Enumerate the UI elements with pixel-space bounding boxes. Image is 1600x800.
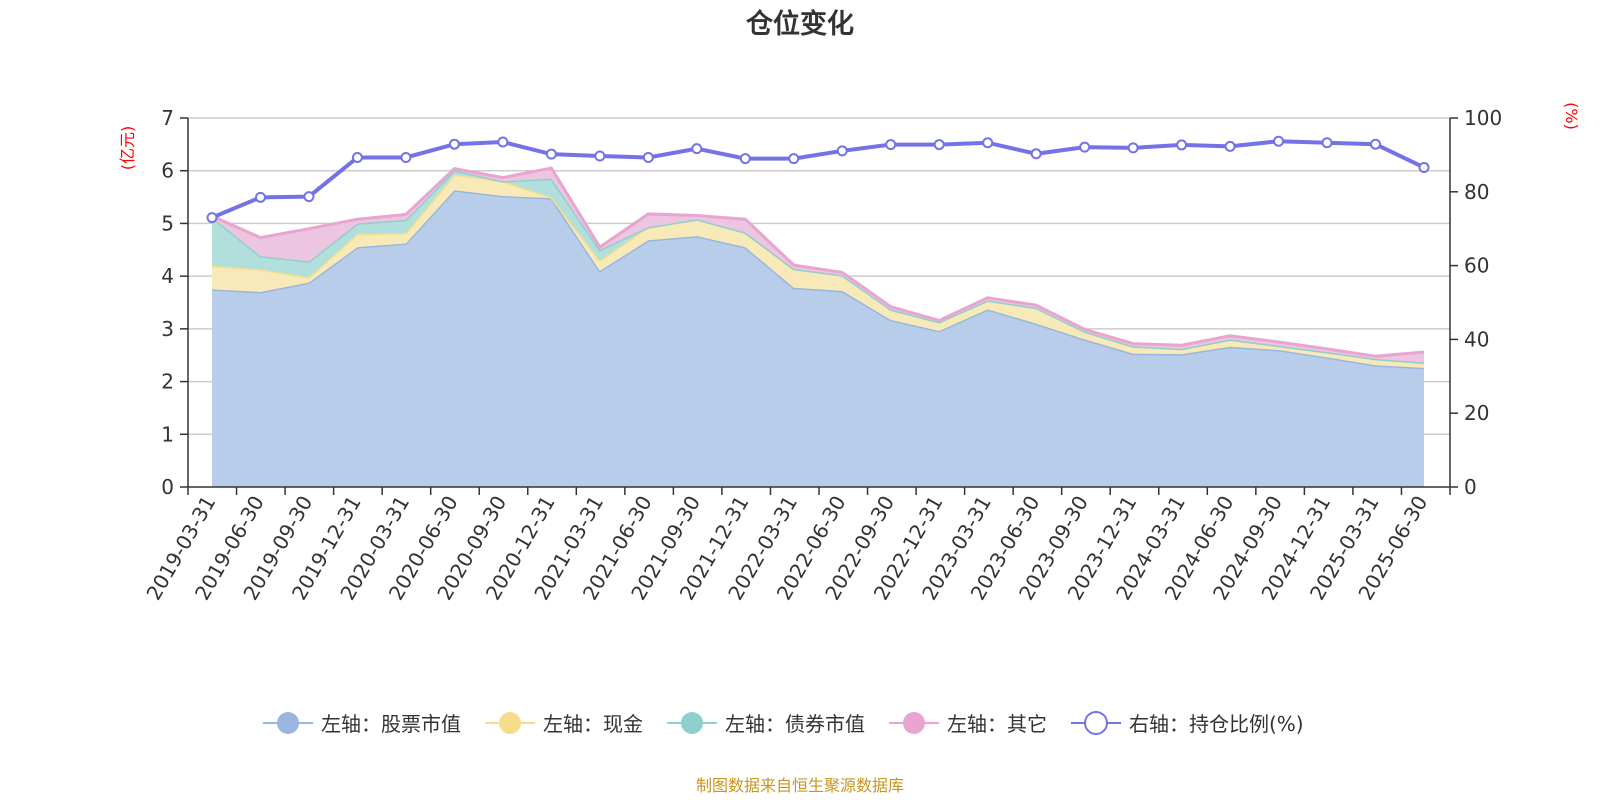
ratio-point <box>933 139 945 151</box>
legend-label: 左轴：股票市值 <box>321 712 461 736</box>
area-edge-左轴：其它 <box>211 166 1425 358</box>
left-axis-tick-label: 3 <box>161 317 174 341</box>
left-axis-tick-label: 2 <box>161 370 174 394</box>
legend-label: 左轴：其它 <box>947 712 1047 736</box>
ratio-point <box>594 150 606 162</box>
legend-item: 左轴：债券市值 <box>667 712 865 736</box>
ratio-point <box>303 191 315 203</box>
left-axis-tick-label: 1 <box>161 422 174 446</box>
legend: 左轴：股票市值 左轴：现金 左轴：债券市值 左轴：其它 右轴：持仓比例(%) <box>263 711 1304 736</box>
right-axis-tick-label: 60 <box>1464 254 1489 278</box>
right-axis-unit: (%) <box>1562 102 1581 130</box>
ratio-point <box>788 153 800 165</box>
ratio-point <box>351 151 363 163</box>
right-axis-tick-label: 100 <box>1464 106 1502 130</box>
area-edge-左轴：债券市值 <box>211 168 1425 365</box>
ratio-point <box>885 139 897 151</box>
right-axis-tick-label: 20 <box>1464 401 1489 425</box>
left-axis-tick-label: 5 <box>161 211 174 235</box>
ratio-point <box>400 151 412 163</box>
legend-item: 左轴：其它 <box>889 712 1047 736</box>
ratio-point <box>497 136 509 148</box>
area-edge-左轴：股票市值 <box>211 188 1425 370</box>
left-axis-tick-label: 0 <box>161 475 174 499</box>
legend-swatch-marker <box>681 712 703 734</box>
right-axis-tick-label: 0 <box>1464 475 1477 499</box>
source-note: 制图数据来自恒生聚源数据库 <box>696 776 904 795</box>
ratio-point <box>1176 139 1188 151</box>
left-axis-tick-label: 6 <box>161 159 174 183</box>
legend-swatch-marker <box>277 712 299 734</box>
left-axis-tick-label: 7 <box>161 106 174 130</box>
legend-item: 右轴：持仓比例(%) <box>1071 711 1304 736</box>
ratio-point <box>545 148 557 160</box>
ratio-point <box>206 212 218 224</box>
legend-swatch-marker <box>903 712 925 734</box>
ratio-point <box>1418 161 1430 173</box>
legend-label: 左轴：现金 <box>543 712 643 736</box>
legend-item: 左轴：现金 <box>485 712 643 736</box>
ratio-point <box>691 143 703 155</box>
right-axis-tick-label: 40 <box>1464 327 1489 351</box>
ratio-point <box>254 191 266 203</box>
legend-swatch-marker <box>499 712 521 734</box>
ratio-point <box>448 138 460 150</box>
ratio-point <box>1224 140 1236 152</box>
ratio-point <box>982 137 994 149</box>
ratio-point <box>1030 148 1042 160</box>
ratio-line <box>211 139 1425 220</box>
ratio-point <box>1370 138 1382 150</box>
left-axis-unit: (亿元) <box>118 126 137 171</box>
left-axis-tick-label: 4 <box>161 264 174 288</box>
ratio-point <box>1273 135 1285 147</box>
legend-item: 左轴：股票市值 <box>263 712 461 736</box>
ratio-point <box>1127 142 1139 154</box>
right-axis-tick-label: 80 <box>1464 180 1489 204</box>
position-ratio-line <box>206 135 1430 224</box>
ratio-point <box>1079 141 1091 153</box>
ratio-point <box>642 151 654 163</box>
ratio-point <box>836 145 848 157</box>
legend-swatch-marker <box>1084 711 1108 735</box>
ratio-point <box>739 153 751 165</box>
legend-label: 右轴：持仓比例(%) <box>1129 712 1304 736</box>
legend-label: 左轴：债券市值 <box>725 712 865 736</box>
area-左轴：股票市值 <box>212 190 1424 487</box>
stacked-areas <box>211 166 1425 487</box>
chart-title: 仓位变化 <box>745 8 854 40</box>
ratio-point <box>1321 137 1333 149</box>
